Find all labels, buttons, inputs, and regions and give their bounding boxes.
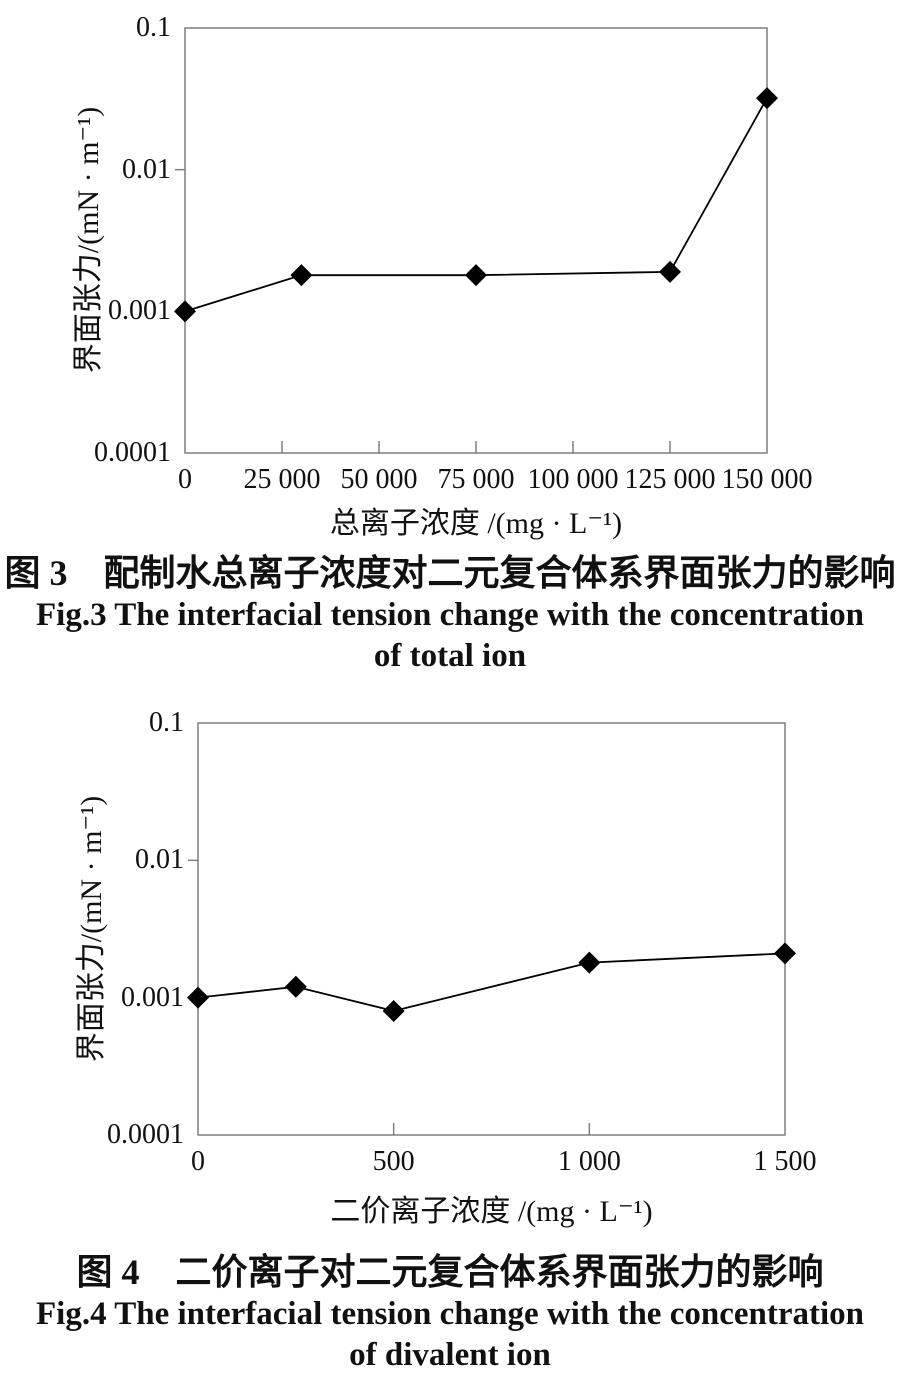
x-tick-label: 25 000	[243, 464, 321, 495]
fig3-caption-en-line1: Fig.3 The interfacial tension change wit…	[36, 597, 864, 633]
fig4-caption: 图 4 二价离子对二元复合体系界面张力的影响 Fig.4 The interfa…	[0, 1250, 900, 1374]
data-line	[197, 952, 786, 1012]
x-tick-label: 500	[372, 1146, 415, 1177]
x-tick-label: 75 000	[437, 464, 515, 495]
data-point-marker	[174, 300, 196, 323]
plot-border	[197, 722, 786, 1136]
data-point-marker	[187, 986, 209, 1009]
fig3-caption: 图 3 配制水总离子浓度对二元复合体系界面张力的影响 Fig.3 The int…	[0, 551, 900, 677]
x-tick-label: 1 500	[753, 1146, 817, 1177]
fig3-x-axis-label: 总离子浓度 /(mg · L⁻¹)	[329, 507, 623, 540]
y-tick-label: 0.1	[149, 707, 184, 738]
fig3-caption-zh: 图 3 配制水总离子浓度对二元复合体系界面张力的影响	[4, 553, 896, 593]
x-tick-label: 50 000	[340, 464, 418, 495]
fig3-caption-en-line2: of total ion	[373, 638, 527, 674]
plot-border	[184, 27, 768, 454]
fig3-y-axis-label: 界面张力/(mN · m⁻¹)	[72, 106, 105, 374]
fig4-caption-en-line1: Fig.4 The interfacial tension change wit…	[36, 1296, 864, 1332]
data-point-marker	[756, 87, 778, 110]
y-tick-label: 0.0001	[107, 1119, 184, 1150]
data-point-marker	[774, 942, 796, 965]
fig4-caption-en-line2: of divalent ion	[349, 1337, 551, 1373]
fig4-y-axis-label: 界面张力/(mN · m⁻¹)	[75, 795, 108, 1063]
y-tick-label: 0.01	[135, 844, 184, 876]
data-point-marker	[290, 264, 313, 287]
y-tick-label: 0.0001	[94, 437, 171, 468]
fig4-x-axis-label: 二价离子浓度 /(mg · L⁻¹)	[330, 1195, 653, 1228]
x-tick-label: 125 000	[624, 464, 716, 495]
y-tick-label: 0.01	[122, 153, 171, 185]
x-tick-label: 150 000	[721, 464, 813, 495]
y-tick-label: 0.1	[136, 12, 171, 43]
data-point-marker	[578, 951, 601, 974]
x-tick-label: 1 000	[557, 1146, 621, 1177]
y-tick-label: 0.001	[121, 981, 184, 1013]
x-tick-label: 0	[191, 1146, 205, 1177]
x-tick-label: 0	[178, 464, 192, 495]
y-tick-label: 0.001	[108, 295, 171, 327]
data-point-marker	[284, 975, 307, 998]
fig4-caption-zh: 图 4 二价离子对二元复合体系界面张力的影响	[76, 1252, 824, 1292]
x-tick-label: 100 000	[527, 464, 619, 495]
data-point-marker	[382, 999, 405, 1022]
data-point-marker	[465, 264, 487, 287]
data-point-marker	[659, 260, 681, 283]
